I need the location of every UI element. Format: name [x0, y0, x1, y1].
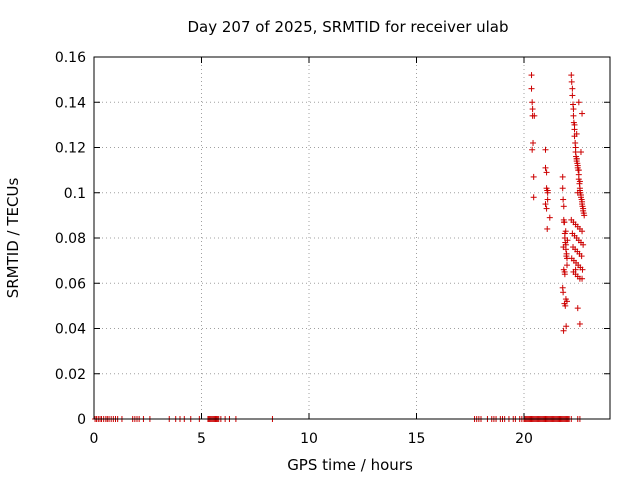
- data-point: [561, 268, 568, 275]
- data-point: [559, 185, 566, 192]
- data-point: [578, 253, 585, 260]
- data-point: [531, 112, 538, 119]
- data-point: [579, 275, 586, 282]
- y-tick-label: 0.12: [55, 141, 86, 157]
- y-tick-label: 0.06: [55, 276, 86, 292]
- data-point: [575, 167, 582, 174]
- axis-ticks: [93, 56, 610, 420]
- grid: [94, 57, 610, 419]
- data-point: [563, 253, 570, 260]
- x-tick-label: 15: [408, 431, 426, 447]
- data-point: [573, 155, 580, 162]
- data-point: [576, 320, 583, 327]
- y-tick-label: 0.14: [55, 95, 86, 111]
- y-tick-label: 0.08: [55, 231, 86, 247]
- data-point: [570, 112, 577, 119]
- data-point: [574, 305, 581, 312]
- y-tick-label: 0.02: [55, 367, 86, 383]
- data-point: [564, 262, 570, 269]
- y-tick-label: 0.16: [55, 50, 86, 66]
- data-point: [543, 205, 550, 212]
- data-point: [529, 99, 536, 106]
- data-point: [580, 241, 587, 248]
- data-point: [530, 194, 537, 201]
- x-tick-label: 10: [300, 431, 318, 447]
- data-point: [528, 85, 535, 92]
- data-point: [542, 164, 549, 171]
- chart-title: Day 207 of 2025, SRMTID for receiver ula…: [187, 18, 508, 36]
- x-axis-title: GPS time / hours: [287, 456, 413, 474]
- x-tick-label: 5: [197, 431, 206, 447]
- data-point: [560, 196, 567, 203]
- y-tick-labels: 0 0.02 0.04 0.06 0.08 0.1 0.12 0.14 0.16: [55, 50, 86, 428]
- data-point: [559, 173, 566, 180]
- data-point: [574, 189, 581, 196]
- data-point: [560, 203, 567, 210]
- data-point: [577, 149, 584, 156]
- data-point: [573, 130, 580, 137]
- data-point: [528, 72, 535, 79]
- x-tick-label: 0: [90, 431, 99, 447]
- data-point: [569, 92, 576, 99]
- data-point: [572, 266, 579, 273]
- data-point: [529, 146, 536, 153]
- data-point: [562, 228, 569, 235]
- data-point: [560, 244, 567, 251]
- data-point: [544, 225, 551, 232]
- data-point: [530, 173, 537, 180]
- x-tick-label: 20: [515, 431, 533, 447]
- data-point: [568, 72, 575, 79]
- data-point: [530, 139, 537, 146]
- data-point: [560, 289, 567, 296]
- data-point: [560, 219, 567, 226]
- data-points: [92, 72, 588, 422]
- data-point: [562, 302, 569, 309]
- data-point: [544, 187, 551, 194]
- y-tick-label: 0.04: [55, 322, 86, 338]
- data-point: [560, 327, 567, 334]
- data-point: [579, 228, 586, 235]
- data-point: [544, 196, 551, 203]
- data-point: [542, 201, 549, 208]
- data-point: [568, 78, 575, 85]
- data-point: [575, 99, 582, 106]
- data-point: [579, 110, 586, 117]
- data-point: [569, 85, 576, 92]
- data-point: [570, 106, 577, 113]
- data-point: [543, 169, 550, 176]
- data-point: [542, 146, 549, 153]
- x-tick-labels: 0 5 10 15 20: [90, 431, 533, 447]
- y-tick-label: 0.1: [64, 186, 86, 202]
- data-point: [529, 106, 536, 113]
- data-point: [581, 212, 588, 219]
- data-point: [563, 323, 570, 330]
- y-axis-title: SRMTID / TECUs: [4, 178, 22, 299]
- y-tick-label: 0: [77, 412, 86, 428]
- data-point: [576, 178, 583, 185]
- data-point: [546, 214, 553, 221]
- data-point: [571, 121, 578, 128]
- data-point: [564, 237, 571, 244]
- data-point: [579, 266, 586, 273]
